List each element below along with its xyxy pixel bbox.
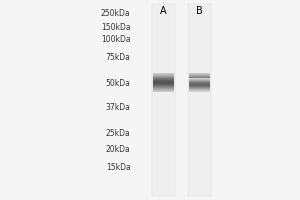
Bar [153,76,174,77]
Bar [153,78,174,79]
Bar [189,83,210,84]
Bar [189,73,210,74]
Bar [153,84,174,85]
Bar [189,87,210,88]
Bar [153,86,174,87]
Bar [189,84,210,85]
Bar [189,85,210,86]
Text: A: A [160,6,167,16]
Text: 25kDa: 25kDa [106,130,130,138]
Text: 75kDa: 75kDa [106,52,130,62]
Bar [153,88,174,89]
Bar [189,76,210,77]
Bar [153,90,174,91]
Text: 50kDa: 50kDa [106,78,130,88]
Bar [189,87,210,88]
Bar [189,81,210,82]
Bar [153,77,174,78]
Bar [189,78,210,79]
Bar [189,85,210,86]
Bar [189,82,210,83]
Bar [189,80,210,81]
Bar [189,79,210,80]
Bar [153,82,174,83]
Text: 150kDa: 150kDa [101,22,130,31]
Bar [153,75,174,76]
Bar [153,91,174,92]
Bar [189,75,210,76]
Bar [189,88,210,89]
Bar [188,4,211,196]
Text: 37kDa: 37kDa [106,102,130,112]
Bar [189,82,210,83]
Bar [153,85,174,86]
Text: B: B [196,6,203,16]
Bar [189,91,210,92]
Bar [189,81,210,82]
Bar [189,78,210,79]
Bar [152,4,175,196]
Bar [153,79,174,80]
Bar [153,89,174,90]
Text: 15kDa: 15kDa [106,162,130,171]
Bar [189,79,210,80]
Bar [189,90,210,91]
Text: 20kDa: 20kDa [106,144,130,154]
Bar [189,89,210,90]
Bar [189,80,210,81]
Bar [189,86,210,87]
Bar [153,87,174,88]
Text: 250kDa: 250kDa [101,9,130,19]
Bar [153,81,174,82]
Text: 100kDa: 100kDa [101,34,130,44]
Bar [189,86,210,87]
Bar [189,83,210,84]
Bar [153,74,174,75]
Bar [153,83,174,84]
Bar [189,84,210,85]
Bar [189,74,210,75]
Bar [189,77,210,78]
Bar [153,73,174,74]
Bar [153,80,174,81]
